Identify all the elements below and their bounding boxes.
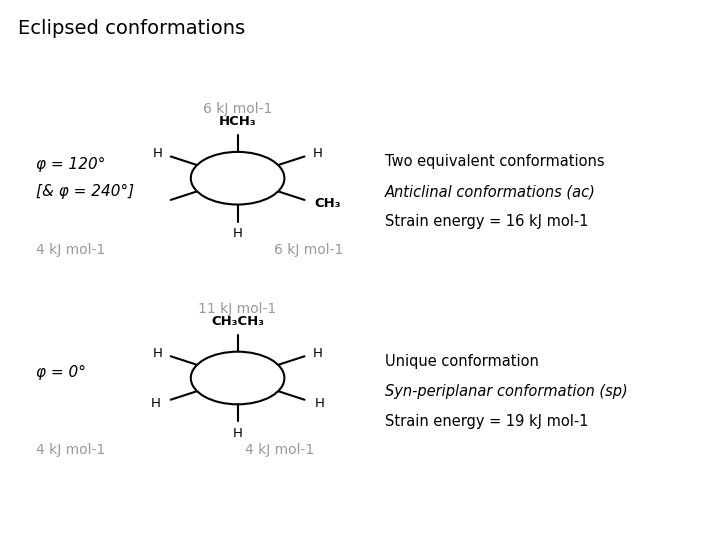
Text: Strain energy = 16 kJ mol-1: Strain energy = 16 kJ mol-1 (385, 214, 589, 229)
Ellipse shape (191, 152, 284, 205)
Text: H: H (150, 396, 161, 409)
Text: Anticlinal conformations (ac): Anticlinal conformations (ac) (385, 184, 596, 199)
Text: 4 kJ mol-1: 4 kJ mol-1 (245, 443, 314, 457)
Text: Eclipsed conformations: Eclipsed conformations (18, 19, 245, 38)
Text: φ = 120°: φ = 120° (36, 157, 105, 172)
Text: H: H (153, 147, 163, 160)
Text: φ = 0°: φ = 0° (36, 365, 86, 380)
Text: CH₃CH₃: CH₃CH₃ (211, 315, 264, 328)
Text: H: H (233, 227, 243, 240)
Text: [& φ = 240°]: [& φ = 240°] (36, 184, 134, 199)
Ellipse shape (191, 352, 284, 404)
Text: Syn-periplanar conformation (sp): Syn-periplanar conformation (sp) (385, 384, 628, 399)
Text: CH₃: CH₃ (315, 197, 341, 210)
Text: 11 kJ mol-1: 11 kJ mol-1 (199, 302, 276, 316)
Text: Two equivalent conformations: Two equivalent conformations (385, 154, 605, 170)
Text: H: H (312, 147, 323, 160)
Text: H: H (312, 347, 323, 360)
Text: HCH₃: HCH₃ (219, 115, 256, 128)
Text: 4 kJ mol-1: 4 kJ mol-1 (36, 243, 105, 257)
Text: Strain energy = 19 kJ mol-1: Strain energy = 19 kJ mol-1 (385, 414, 589, 429)
Text: 6 kJ mol-1: 6 kJ mol-1 (274, 243, 343, 257)
Text: H: H (233, 427, 243, 440)
Text: 6 kJ mol-1: 6 kJ mol-1 (203, 102, 272, 116)
Text: H: H (315, 396, 325, 409)
Text: 4 kJ mol-1: 4 kJ mol-1 (36, 443, 105, 457)
Text: H: H (153, 347, 163, 360)
Text: Unique conformation: Unique conformation (385, 354, 539, 369)
